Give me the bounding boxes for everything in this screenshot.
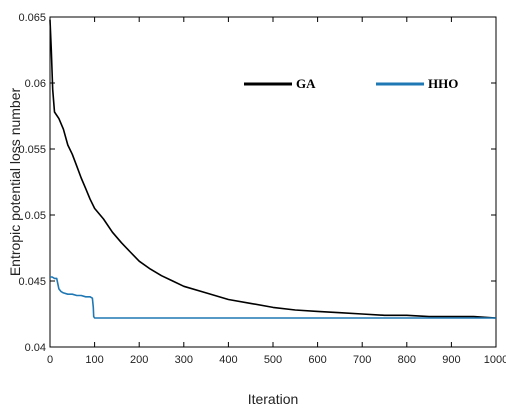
y-tick-label: 0.055 bbox=[18, 144, 46, 156]
x-tick-label: 300 bbox=[175, 354, 193, 366]
x-tick-label: 900 bbox=[442, 354, 460, 366]
y-axis-label: Entropic potential loss number bbox=[7, 88, 23, 277]
y-tick-label: 0.065 bbox=[18, 12, 46, 24]
x-tick-label: 700 bbox=[353, 354, 371, 366]
x-tick-label: 200 bbox=[130, 354, 148, 366]
x-axis-ticks: 0 100 200 300 400 500 600 700 800 900 1000 bbox=[47, 17, 506, 366]
y-tick-label: 0.06 bbox=[25, 78, 46, 90]
y-tick-label: 0.04 bbox=[25, 342, 46, 354]
series-line-ga bbox=[49, 19, 497, 319]
legend-label-ga: GA bbox=[296, 76, 316, 91]
y-tick-label: 0.05 bbox=[25, 210, 46, 222]
x-tick-label: 400 bbox=[219, 354, 237, 366]
series-layer bbox=[49, 19, 497, 319]
legend: GA HHO bbox=[244, 76, 458, 91]
x-tick-label: 0 bbox=[47, 354, 53, 366]
legend-label-hho: HHO bbox=[428, 76, 458, 91]
x-tick-label: 600 bbox=[308, 354, 326, 366]
series-line-hho bbox=[50, 276, 496, 319]
x-tick-label: 100 bbox=[85, 354, 103, 366]
plot-area-frame bbox=[49, 16, 497, 348]
y-tick-label: 0.045 bbox=[18, 276, 46, 288]
x-axis-label: Iteration bbox=[248, 391, 299, 407]
x-tick-label: 500 bbox=[264, 354, 282, 366]
x-tick-label: 1000 bbox=[484, 354, 506, 366]
x-tick-label: 800 bbox=[398, 354, 416, 366]
y-axis-ticks: 0.04 0.045 0.05 0.055 0.06 0.065 bbox=[18, 12, 496, 354]
